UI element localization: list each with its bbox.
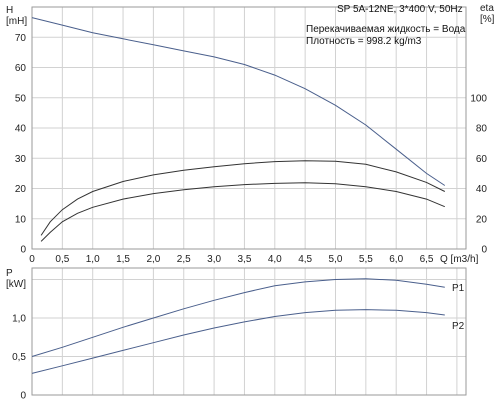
plot-frame [31, 6, 467, 250]
power-panel: 0 0,5 1,0 P1 P2 P[kW] [6, 267, 467, 400]
series-line-1 [31, 17, 446, 186]
x-tick-label: 5,5 [359, 254, 373, 265]
y-tick-label: 10 [15, 214, 27, 225]
y-tick-label: 50 [15, 93, 27, 104]
series-line-2 [40, 160, 446, 236]
x-tick-label: 2,0 [146, 254, 160, 265]
x-tick-label: 0 [29, 254, 35, 265]
y-tick-label: 20 [15, 184, 27, 195]
y-tick-label: 0,5 [12, 352, 26, 363]
y-tick-label: 0 [20, 245, 26, 256]
x-tick-label: 5,0 [329, 254, 343, 265]
x-tick-label: 3,5 [237, 254, 251, 265]
y2-tick-label: 20 [476, 214, 488, 225]
x-tick-label: 3,0 [207, 254, 221, 265]
x-tick-label: 1,0 [86, 254, 100, 265]
pump-model-label: SP 5A-12NE, 3*400 V, 50Hz [337, 4, 463, 15]
y-tick-label: 30 [15, 154, 27, 165]
x-tick-label: 6,0 [389, 254, 403, 265]
series-line-2 [31, 309, 445, 374]
y-tick-label: 40 [15, 124, 27, 135]
y-axis-title: [mH] [6, 16, 27, 27]
y-tick-label: 60 [15, 63, 27, 74]
y-tick-label: 70 [15, 33, 27, 44]
density-label: Плотность = 998.2 kg/m3 [306, 36, 422, 47]
x-axis-title: Q [m3/h] [440, 254, 479, 265]
head-efficiency-panel: 0 10 20 30 40 50 60 70 0 20 40 60 80 100 0 0,5 1,0 1,5 2,0… [6, 3, 495, 265]
plot-frame [31, 267, 467, 396]
y2-tick-label: 80 [476, 124, 488, 135]
y2-tick-label: 0 [481, 245, 487, 256]
series-line-3 [40, 182, 445, 242]
y-axis-title: H [6, 5, 13, 16]
chart-header: SP 5A-12NE, 3*400 V, 50Hz Перекачиваемая… [306, 4, 466, 47]
series-line-1 [31, 278, 445, 357]
x-tick-label: 1,5 [116, 254, 130, 265]
series-label-p2: P2 [452, 321, 465, 332]
y-axis-title: P [6, 268, 13, 279]
liquid-label: Перекачиваемая жидкость = Вода [306, 24, 466, 35]
y2-axis-title: [%] [480, 14, 495, 25]
y2-tick-label: 40 [476, 184, 488, 195]
y2-axis-title: eta [480, 3, 494, 14]
x-tick-label: 4,5 [298, 254, 312, 265]
x-tick-label: 6,5 [420, 254, 434, 265]
y-tick-label: 0 [20, 391, 26, 400]
y-axis-title: [kW] [6, 279, 26, 290]
y2-tick-label: 60 [476, 154, 488, 165]
y2-tick-label: 100 [470, 93, 487, 104]
x-tick-label: 2,5 [177, 254, 191, 265]
y-tick-label: 1,0 [12, 314, 26, 325]
x-tick-label: 4,0 [268, 254, 282, 265]
series-label-p1: P1 [452, 283, 465, 294]
x-tick-label: 0,5 [55, 254, 69, 265]
